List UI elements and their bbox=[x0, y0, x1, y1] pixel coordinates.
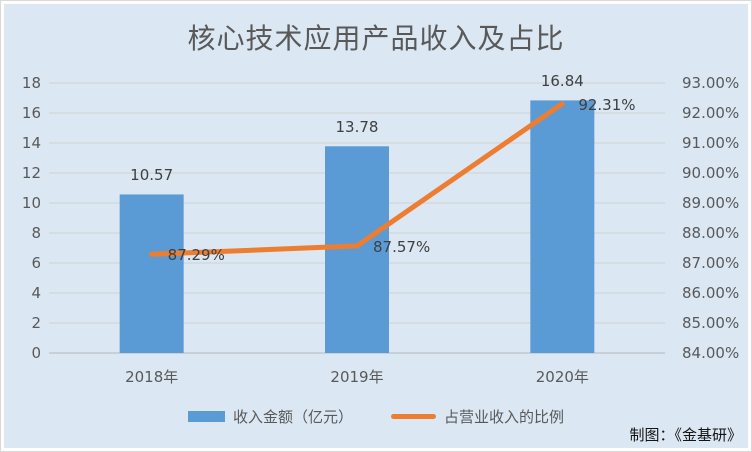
legend-item-ratio[interactable]: 占营业收入的比例 bbox=[391, 406, 564, 427]
chart-legend: 收入金额（亿元） 占营业收入的比例 bbox=[1, 404, 751, 428]
bar-2019年[interactable] bbox=[325, 146, 389, 353]
legend-line-swatch bbox=[391, 413, 436, 419]
ratio-line[interactable] bbox=[149, 101, 565, 257]
legend-label-revenue: 收入金额（亿元） bbox=[232, 407, 353, 426]
credit-text: 制图：《金基研》 bbox=[629, 426, 742, 444]
legend-bar-swatch bbox=[187, 410, 225, 422]
legend-item-revenue[interactable]: 收入金额（亿元） bbox=[187, 406, 353, 427]
bar-2018年[interactable] bbox=[119, 194, 184, 353]
bar-2020年[interactable] bbox=[530, 100, 595, 354]
chart-title: 核心技术应用产品收入及占比 bbox=[187, 22, 565, 55]
legend-label-ratio: 占营业收入的比例 bbox=[444, 407, 565, 426]
